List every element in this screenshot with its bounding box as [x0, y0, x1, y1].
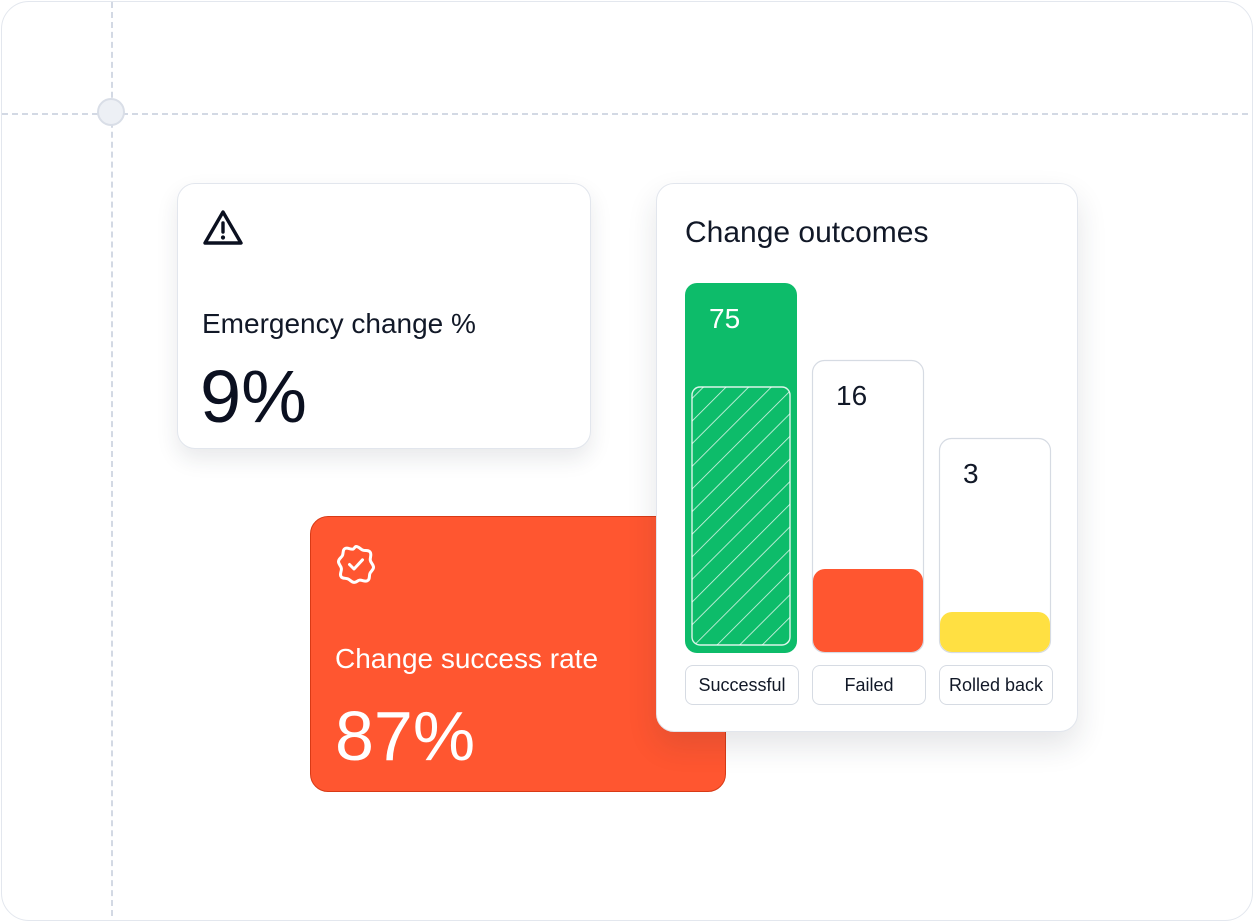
category-label-rolled-back: Rolled back [939, 665, 1053, 705]
bar-value-label: 16 [836, 380, 867, 411]
change-outcomes-card[interactable]: Change outcomes 75 16 3 Successful Failed Ro… [656, 183, 1078, 732]
warning-triangle-icon [203, 210, 243, 245]
vertical-guide-line [111, 2, 113, 920]
category-label-successful: Successful [685, 665, 799, 705]
bar-value-label: 3 [963, 458, 979, 489]
category-label-failed: Failed [812, 665, 926, 705]
change-outcomes-title: Change outcomes [685, 216, 929, 249]
horizontal-guide-line [2, 113, 1252, 115]
emergency-change-label: Emergency change % [202, 308, 476, 339]
guide-intersection-dot [97, 98, 125, 126]
bar-rolled-back[interactable] [940, 612, 1050, 652]
bar-failed[interactable] [813, 569, 923, 652]
change-success-rate-label: Change success rate [335, 643, 599, 674]
emergency-change-value: 9% [200, 355, 307, 438]
bar-container-rolled-back [938, 437, 1052, 654]
change-outcomes-chart: 75 16 3 [685, 283, 1052, 654]
change-success-rate-value: 87% [335, 697, 476, 775]
bar-hatch-overlay [691, 386, 791, 646]
verified-badge-icon [337, 545, 375, 584]
emergency-change-card[interactable]: Emergency change % 9% [177, 183, 591, 449]
bar-value-label: 75 [709, 303, 740, 334]
